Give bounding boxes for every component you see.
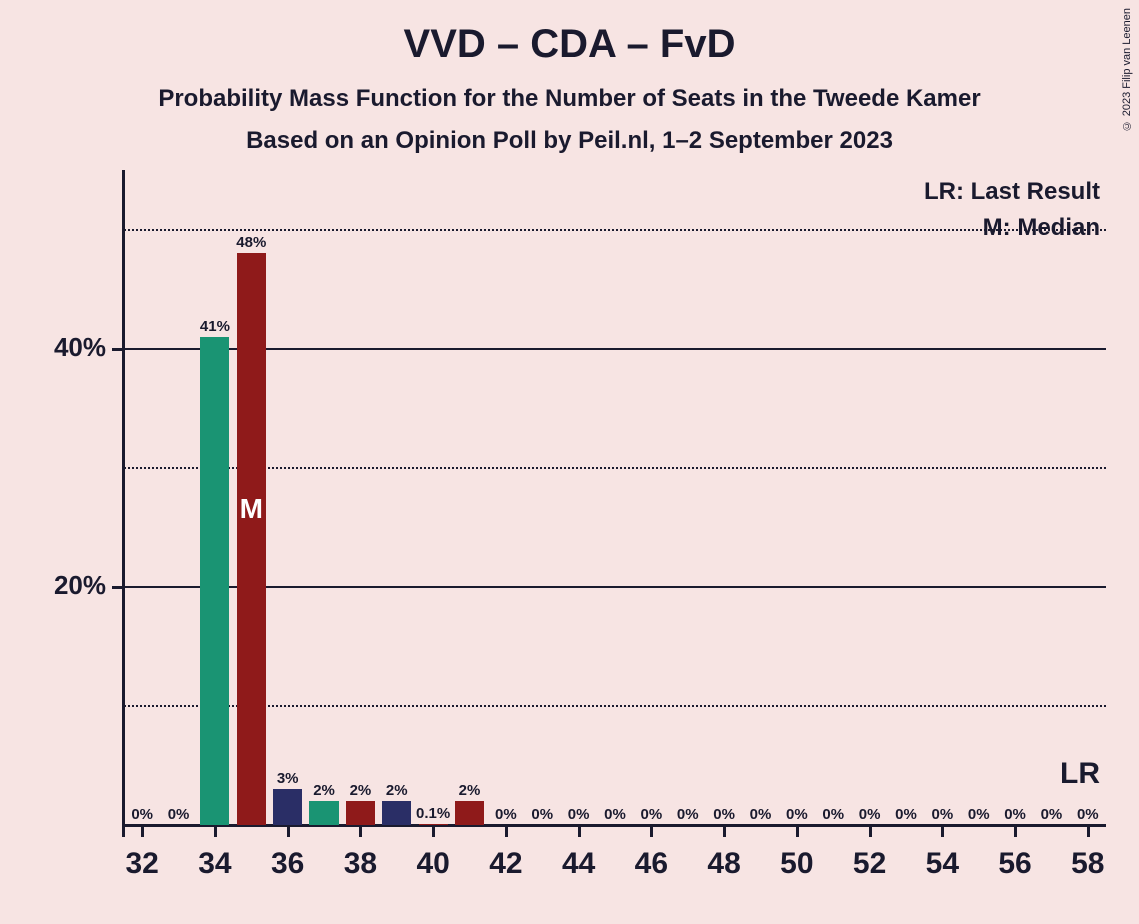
bar xyxy=(273,789,302,825)
bar-value-label: 0.1% xyxy=(416,805,450,822)
gridline-minor xyxy=(124,229,1106,231)
bar-value-label: 0% xyxy=(713,806,735,823)
bar-value-label: 2% xyxy=(386,782,408,799)
bar xyxy=(382,801,411,825)
x-tick-label: 56 xyxy=(998,847,1031,881)
bar-value-label: 0% xyxy=(641,806,663,823)
x-tick xyxy=(650,825,653,837)
bar xyxy=(455,801,484,825)
y-tick xyxy=(112,586,124,589)
bar-value-label: 0% xyxy=(531,806,553,823)
x-tick xyxy=(796,825,799,837)
x-tick-label: 50 xyxy=(780,847,813,881)
bar-value-label: 0% xyxy=(895,806,917,823)
x-tick-label: 44 xyxy=(562,847,595,881)
bar xyxy=(200,337,229,825)
legend-last-result: LR: Last Result xyxy=(924,178,1100,206)
bar-value-label: 0% xyxy=(822,806,844,823)
median-marker: M xyxy=(240,493,263,525)
x-tick-label: 36 xyxy=(271,847,304,881)
y-tick-label: 40% xyxy=(16,332,106,363)
x-tick xyxy=(359,825,362,837)
x-tick xyxy=(432,825,435,837)
x-tick-label: 32 xyxy=(125,847,158,881)
bar-value-label: 0% xyxy=(1041,806,1063,823)
x-tick xyxy=(723,825,726,837)
x-tick xyxy=(505,825,508,837)
x-tick-label: 38 xyxy=(344,847,377,881)
bar-value-label: 0% xyxy=(495,806,517,823)
bar-value-label: 0% xyxy=(750,806,772,823)
chart-title: VVD – CDA – FvD xyxy=(0,0,1139,67)
y-tick xyxy=(112,348,124,351)
gridline-major xyxy=(124,348,1106,350)
x-tick-label: 48 xyxy=(707,847,740,881)
x-tick-label: 42 xyxy=(489,847,522,881)
x-tick-label: 58 xyxy=(1071,847,1104,881)
chart-subtitle-2: Based on an Opinion Poll by Peil.nl, 1–2… xyxy=(0,127,1139,155)
bar-value-label: 0% xyxy=(568,806,590,823)
y-axis xyxy=(122,170,125,837)
bar xyxy=(237,253,266,825)
x-tick xyxy=(1087,825,1090,837)
bar-value-label: 0% xyxy=(1004,806,1026,823)
bar-value-label: 2% xyxy=(350,782,372,799)
bar xyxy=(309,801,338,825)
bar-value-label: 0% xyxy=(604,806,626,823)
x-tick xyxy=(869,825,872,837)
x-tick-label: 34 xyxy=(198,847,231,881)
chart-plot-area: 20%40%32343638404244464850525456580%0%41… xyxy=(124,170,1106,825)
bar-value-label: 0% xyxy=(931,806,953,823)
x-axis xyxy=(122,824,1106,827)
x-tick xyxy=(578,825,581,837)
bar xyxy=(346,801,375,825)
x-tick-label: 40 xyxy=(416,847,449,881)
bar-value-label: 0% xyxy=(677,806,699,823)
x-tick xyxy=(141,825,144,837)
bar-value-label: 0% xyxy=(1077,806,1099,823)
gridline-major xyxy=(124,586,1106,588)
x-tick xyxy=(1014,825,1017,837)
last-result-marker: LR xyxy=(1060,757,1100,791)
copyright-text: © 2023 Filip van Leenen xyxy=(1121,8,1133,131)
x-tick-label: 52 xyxy=(853,847,886,881)
gridline-minor xyxy=(124,705,1106,707)
bar-value-label: 2% xyxy=(313,782,335,799)
legend-median: M: Median xyxy=(983,214,1100,242)
bar-value-label: 0% xyxy=(786,806,808,823)
x-tick-label: 54 xyxy=(926,847,959,881)
bar-value-label: 0% xyxy=(968,806,990,823)
bar-value-label: 0% xyxy=(168,806,190,823)
chart-subtitle-1: Probability Mass Function for the Number… xyxy=(0,85,1139,113)
bar-value-label: 41% xyxy=(200,318,230,335)
bar-value-label: 0% xyxy=(859,806,881,823)
y-tick-label: 20% xyxy=(16,570,106,601)
bar-value-label: 3% xyxy=(277,770,299,787)
bar-value-label: 2% xyxy=(459,782,481,799)
x-tick xyxy=(287,825,290,837)
bar-value-label: 0% xyxy=(131,806,153,823)
x-tick xyxy=(941,825,944,837)
x-tick-label: 46 xyxy=(635,847,668,881)
x-tick xyxy=(214,825,217,837)
bar-value-label: 48% xyxy=(236,234,266,251)
gridline-minor xyxy=(124,467,1106,469)
bar xyxy=(419,824,448,825)
